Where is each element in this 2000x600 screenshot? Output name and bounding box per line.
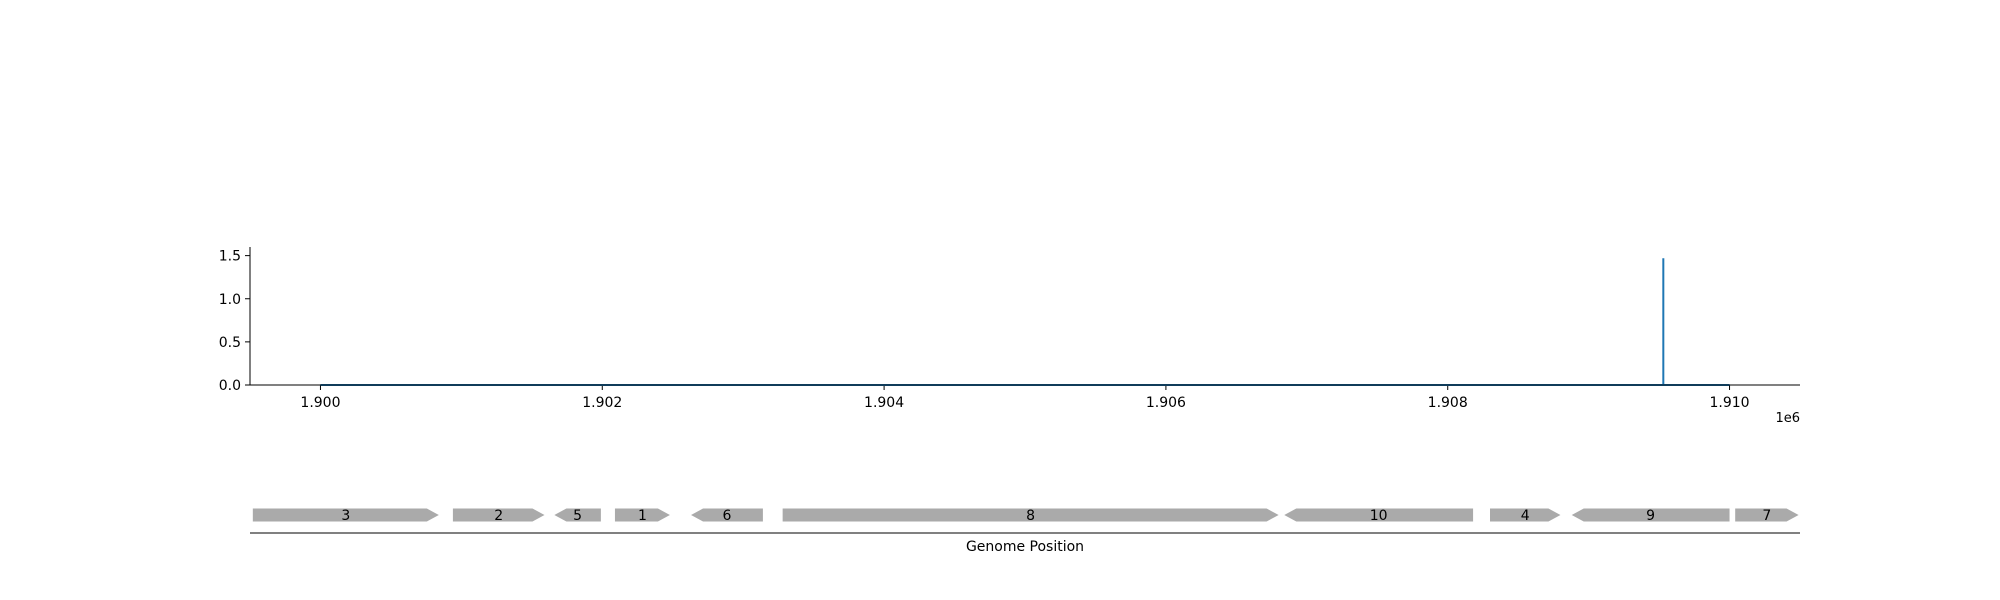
- gene-arrow: [782, 508, 1279, 522]
- gene-arrow: [691, 508, 763, 522]
- gene-label: 4: [1521, 508, 1530, 524]
- gene-label: 5: [573, 508, 582, 524]
- gene-label: 9: [1646, 508, 1655, 524]
- gene-arrows: 3 2 5 1 6 8 10 4 9 7: [252, 508, 1799, 524]
- x-tick-label: 1.902: [582, 395, 622, 411]
- x-tick-label: 1.910: [1709, 395, 1749, 411]
- x-tick-label: 1.904: [864, 395, 904, 411]
- gene-arrow: [1571, 508, 1730, 522]
- x-tick-label: 1.906: [1146, 395, 1186, 411]
- y-tick-label: 1.0: [219, 292, 241, 308]
- x-tick-label: 1.908: [1428, 395, 1468, 411]
- gene-arrow: [1490, 508, 1561, 522]
- gene-map: 3 2 5 1 6 8 10 4 9 7 Genome Position: [250, 508, 1800, 555]
- gene-label: 2: [494, 508, 503, 524]
- gene-label: 1: [638, 508, 647, 524]
- gene-arrow: [1284, 508, 1474, 522]
- gene-label: 10: [1370, 508, 1388, 524]
- gene-arrow: [614, 508, 670, 522]
- y-tick-label: 0.5: [219, 335, 241, 351]
- gene-arrow: [452, 508, 545, 522]
- coverage-axis-ticks: 1.900 1.902 1.904 1.906 1.908 1.910 0.0 0.5 1.0 1…: [219, 249, 1750, 411]
- x-tick-label: 1.900: [300, 395, 340, 411]
- gene-label: 3: [341, 508, 350, 524]
- gene-label: 7: [1762, 508, 1771, 524]
- gene-label: 6: [723, 508, 732, 524]
- y-tick-label: 0.0: [219, 378, 241, 394]
- y-tick-label: 1.5: [219, 249, 241, 265]
- gene-arrow: [554, 508, 601, 522]
- gene-arrow: [1735, 508, 1799, 522]
- gene-map-x-axis-label: Genome Position: [966, 539, 1084, 555]
- coverage-plot: 1.900 1.902 1.904 1.906 1.908 1.910 0.0 0.5 1.0 1…: [219, 247, 1800, 426]
- x-axis-offset-label: 1e6: [1775, 411, 1800, 426]
- gene-label: 8: [1026, 508, 1035, 524]
- gene-arrow: [252, 508, 439, 522]
